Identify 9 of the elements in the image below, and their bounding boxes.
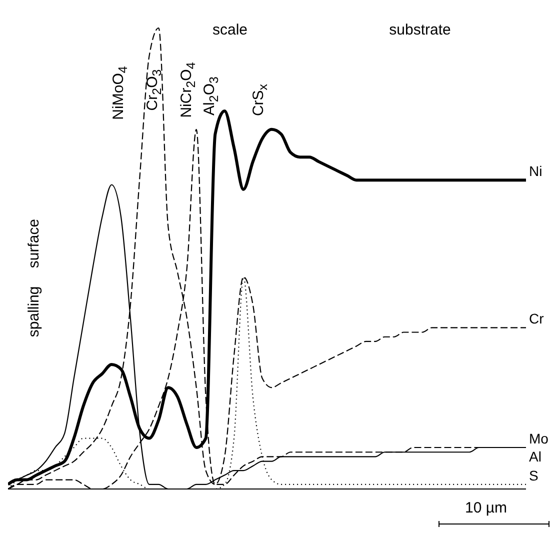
series-label: Ni	[529, 163, 542, 180]
series-label: S	[529, 467, 538, 484]
series-label: Cr	[529, 310, 544, 327]
annotation: scale	[212, 22, 248, 38]
series-label: Mo	[529, 430, 549, 447]
annotation: spalling surface	[26, 218, 42, 338]
annotation: substrate	[389, 22, 451, 38]
text: 10 µm	[465, 500, 507, 516]
series-label: Al	[529, 448, 542, 465]
